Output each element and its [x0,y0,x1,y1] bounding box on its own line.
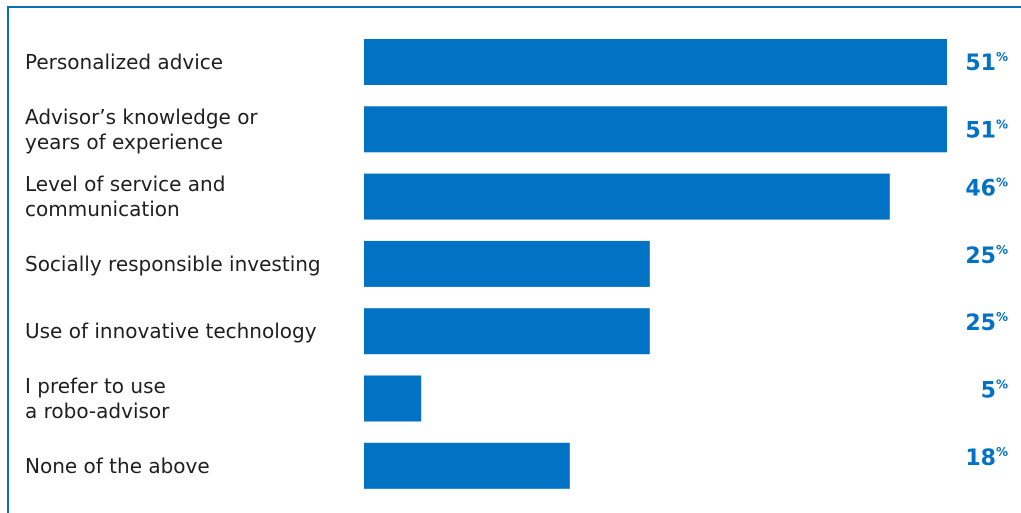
value-label-4: 25% [965,310,1008,336]
bar-6 [364,442,570,489]
bar-0 [364,39,947,85]
category-label-1: Advisor’s knowledge or years of experienc… [25,105,258,154]
bar-5 [364,375,422,422]
bar-1 [364,106,947,153]
value-label-2: 46% [965,176,1008,202]
category-label-5: I prefer to use a robo-advisor [25,374,170,423]
bar-3 [364,240,650,287]
value-label-1: 51% [965,117,1008,143]
category-label-6: None of the above [25,454,210,478]
category-label-4: Use of innovative technology [25,319,317,343]
category-label-3: Socially responsible investing [25,252,321,276]
value-label-0: 51% [965,50,1008,76]
bar-4 [364,308,650,355]
chart-frame: Personalized advice 51% Advisor’s knowledg… [7,6,1021,513]
value-label-3: 25% [965,243,1008,269]
bar-chart: Personalized advice 51% Advisor’s knowledg… [25,39,1008,489]
category-label-2: Level of service and communication [25,172,225,221]
bar-2 [364,173,890,220]
category-label-0: Personalized advice [25,50,223,74]
value-label-5: 5% [981,378,1008,404]
value-label-6: 18% [965,445,1008,471]
